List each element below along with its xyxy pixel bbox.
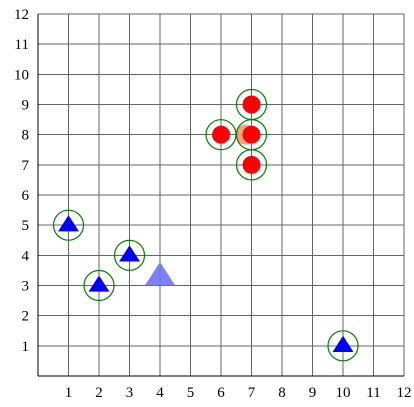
y-tick-label: 2 — [22, 309, 30, 325]
x-tick-label: 4 — [156, 385, 164, 401]
x-tick-label: 2 — [95, 385, 103, 401]
y-tick-label: 11 — [15, 37, 29, 53]
x-tick-label: 1 — [65, 385, 73, 401]
y-tick-label: 3 — [22, 279, 30, 295]
x-tick-label: 7 — [248, 385, 256, 401]
selection-ring — [235, 149, 268, 181]
selection-ring — [83, 269, 115, 302]
y-tick-label: 5 — [22, 218, 30, 234]
highlight-triangle-point — [144, 261, 176, 286]
selection-ring — [52, 209, 85, 241]
y-tick-label: 7 — [22, 158, 30, 174]
x-tick-label: 9 — [309, 385, 317, 401]
grid — [38, 13, 405, 376]
x-tick-label: 10 — [336, 385, 351, 401]
red-circle-point — [242, 155, 261, 174]
x-tick-label: 5 — [187, 385, 195, 401]
x-tick-labels: 1 2 3 4 5 6 7 8 9 10 11 12 — [65, 385, 412, 401]
red-circle-point — [212, 125, 230, 144]
selection-ring — [327, 330, 359, 362]
blue-triangle-point — [332, 335, 354, 352]
y-tick-label: 12 — [14, 7, 29, 23]
y-tick-label: 9 — [22, 98, 30, 114]
x-tick-label: 11 — [366, 385, 380, 401]
y-tick-label: 6 — [22, 188, 30, 204]
x-tick-label: 12 — [397, 385, 412, 401]
x-tick-label: 6 — [217, 385, 225, 401]
y-tick-label: 4 — [22, 248, 30, 264]
x-tick-label: 8 — [278, 385, 286, 401]
x-tick-label: 3 — [126, 385, 134, 401]
red-circle-point — [242, 95, 261, 114]
y-tick-label: 1 — [22, 339, 30, 355]
selection-ring — [113, 239, 146, 271]
axes — [37, 14, 404, 377]
blue-triangle-point — [88, 275, 110, 292]
red-circle-point — [242, 125, 261, 144]
y-tick-label: 8 — [22, 128, 30, 144]
data-points — [52, 88, 359, 362]
blue-triangle-point — [119, 245, 140, 262]
y-tick-label: 10 — [14, 67, 29, 83]
blue-triangle-point — [58, 215, 79, 232]
